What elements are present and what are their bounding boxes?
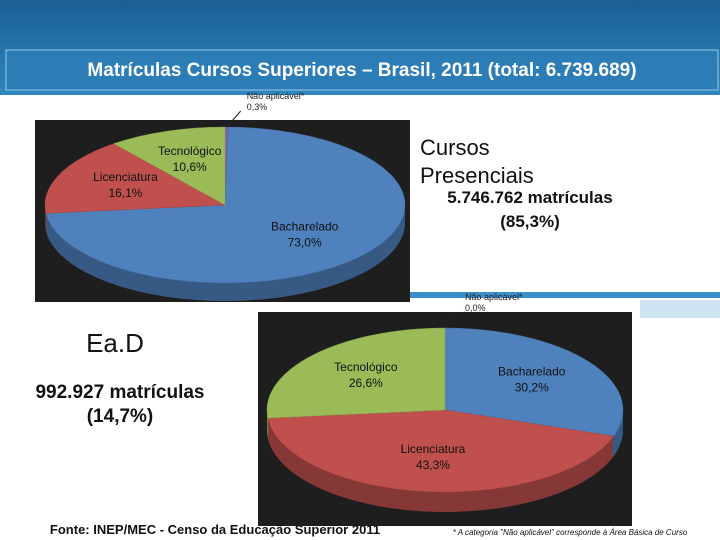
slice-label: Bacharelado 73,0% [271, 220, 339, 250]
value-label: 0,0% [465, 303, 486, 313]
value-label: 16,1% [108, 186, 142, 200]
slice [113, 126, 226, 206]
title: Matrículas Cursos Superiores – Brasil, 2… [87, 60, 636, 81]
deco-bar [640, 300, 720, 318]
category-label: Licenciatura [93, 170, 158, 184]
slice-label: Não aplicável* 0,0% [465, 292, 523, 313]
slice [267, 409, 615, 493]
footnote: * A categoria "Não aplicável" correspond… [453, 528, 688, 537]
value-label: 43,3% [416, 458, 450, 472]
presencial-detail: 5.746.762 matrículas [447, 188, 613, 207]
category-label: Bacharelado [271, 220, 339, 234]
presencial-heading: Cursos Presenciais [420, 135, 534, 188]
ead-detail: 992.927 matrículas [35, 382, 205, 403]
slice-label: Licenciatura 43,3% [401, 442, 466, 472]
leader-line [226, 110, 242, 128]
leader-line [444, 311, 460, 329]
slice-label: Tecnológico 26,6% [334, 360, 398, 390]
slice [45, 126, 406, 284]
category-label: Não aplicável* [247, 91, 305, 101]
value-label: 30,2% [515, 380, 549, 394]
slice [44, 143, 226, 214]
value-label: 0,3% [247, 102, 268, 112]
slice [266, 327, 446, 419]
slice-label: Licenciatura 16,1% [93, 170, 158, 200]
presencial-share: (85,3%) [500, 212, 560, 231]
ead-heading: Ea.D [86, 328, 144, 358]
category-label: Tecnológico [158, 144, 222, 158]
slice-label: Não aplicável* 0,3% [247, 91, 305, 112]
value-label: 73,0% [288, 236, 322, 250]
source: Fonte: INEP/MEC - Censo da Educação Supe… [50, 522, 380, 537]
charts: Não aplicável* 0,3%Bacharelado 73,0%Licenc… [44, 91, 624, 512]
slice-label: Bacharelado 30,2% [498, 364, 566, 394]
category-label: Tecnológico [334, 360, 398, 374]
category-label: Não aplicável* [465, 292, 523, 302]
slice-label: Tecnológico 10,6% [158, 144, 222, 174]
category-label: Bacharelado [498, 364, 566, 378]
title-bar [5, 49, 719, 91]
ead-share: (14,7%) [86, 406, 154, 427]
deco-bar [410, 292, 720, 298]
slice [444, 327, 624, 437]
category-label: Licenciatura [401, 442, 466, 456]
value-label: 10,6% [173, 160, 207, 174]
value-label: 26,6% [349, 376, 383, 390]
